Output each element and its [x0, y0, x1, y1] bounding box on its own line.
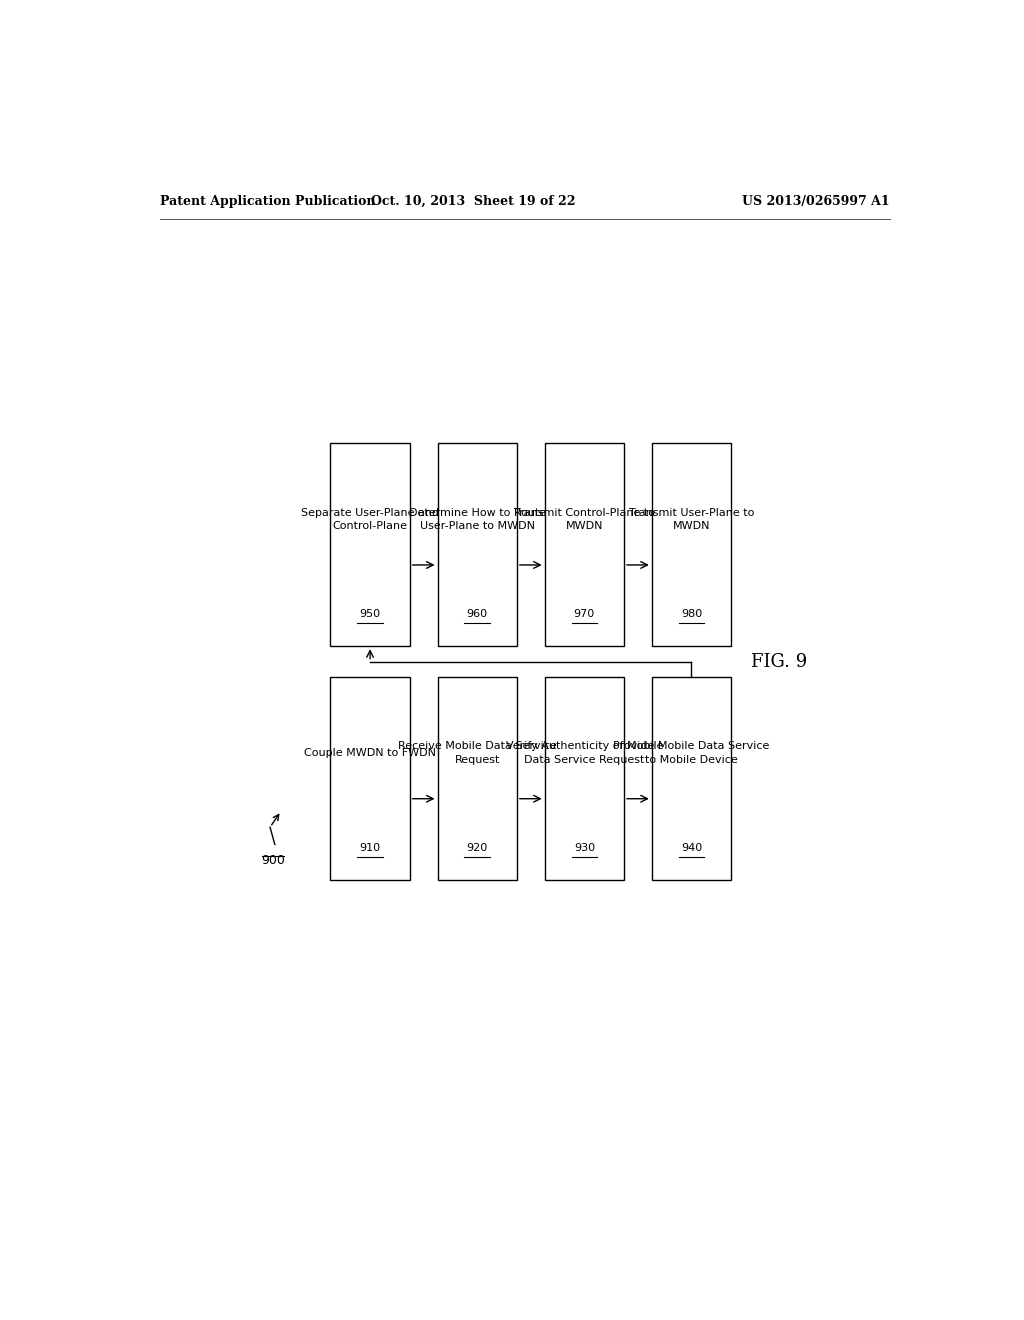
Text: 900: 900: [261, 854, 285, 867]
Text: US 2013/0265997 A1: US 2013/0265997 A1: [742, 194, 890, 207]
Text: Oct. 10, 2013  Sheet 19 of 22: Oct. 10, 2013 Sheet 19 of 22: [371, 194, 575, 207]
Text: 960: 960: [467, 609, 487, 619]
Text: 980: 980: [681, 609, 702, 619]
Bar: [651, 677, 731, 880]
Text: FIG. 9: FIG. 9: [751, 652, 807, 671]
Text: Provide Mobile Data Service
to Mobile Device: Provide Mobile Data Service to Mobile De…: [613, 742, 770, 764]
Bar: [651, 444, 731, 647]
Text: Transmit User-Plane to
MWDN: Transmit User-Plane to MWDN: [629, 508, 754, 531]
Text: 930: 930: [573, 842, 595, 853]
Bar: [545, 444, 624, 647]
Text: 920: 920: [467, 842, 487, 853]
Text: Transmit Control-Plane to
MWDN: Transmit Control-Plane to MWDN: [514, 508, 654, 531]
Text: Couple MWDN to FWDN: Couple MWDN to FWDN: [304, 748, 436, 758]
Text: Patent Application Publication: Patent Application Publication: [160, 194, 375, 207]
Bar: [437, 677, 517, 880]
Bar: [331, 444, 410, 647]
Text: 940: 940: [681, 842, 702, 853]
Text: 950: 950: [359, 609, 381, 619]
Bar: [545, 677, 624, 880]
Text: Receive Mobile Data Service
Request: Receive Mobile Data Service Request: [397, 742, 557, 764]
Bar: [437, 444, 517, 647]
Text: Verify Authenticity of Mobile
Data Service Request: Verify Authenticity of Mobile Data Servi…: [506, 742, 664, 764]
Text: Separate User-Plane and
Control-Plane: Separate User-Plane and Control-Plane: [301, 508, 439, 531]
Bar: [331, 677, 410, 880]
Text: Determine How to Route
User-Plane to MWDN: Determine How to Route User-Plane to MWD…: [409, 508, 546, 531]
Text: 910: 910: [359, 842, 381, 853]
Text: 970: 970: [573, 609, 595, 619]
